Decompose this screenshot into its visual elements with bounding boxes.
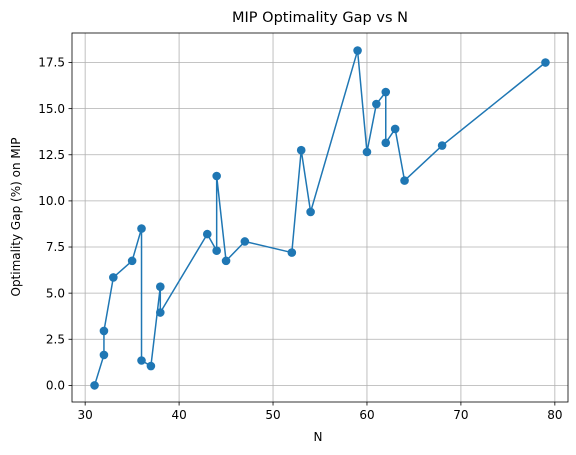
data-point (296, 145, 306, 155)
y-tick-label: 17.5 (38, 56, 65, 70)
x-tick-label: 60 (359, 408, 374, 422)
data-point (221, 256, 231, 266)
y-axis-label: Optimality Gap (%) on MIP (9, 138, 23, 297)
data-point (353, 46, 362, 55)
data-point (146, 361, 156, 371)
data-point (156, 282, 165, 291)
series-layer (90, 46, 550, 390)
series-line (93, 49, 546, 386)
data-point (109, 273, 118, 282)
plot-frame (71, 32, 569, 403)
x-axis-label: N (314, 430, 323, 444)
data-point (99, 350, 109, 360)
y-tick-label: 5.0 (46, 286, 65, 300)
data-point (156, 308, 165, 317)
x-tick-label: 70 (453, 408, 468, 422)
data-point (362, 147, 372, 157)
x-tick-label: 80 (547, 408, 562, 422)
y-axis-ticks: 0.0 2.5 5.0 7.5 10.0 12.5 15.0 17.5 (38, 56, 72, 393)
data-point (212, 171, 221, 181)
data-point (90, 381, 99, 390)
y-tick-label: 7.5 (46, 240, 65, 254)
data-point (287, 248, 297, 257)
data-point (127, 256, 137, 266)
data-point (137, 356, 146, 365)
data-point (306, 207, 315, 217)
data-point (212, 246, 221, 256)
x-tick-label: 40 (171, 408, 186, 422)
x-tick-label: 50 (265, 408, 280, 422)
y-tick-label: 15.0 (38, 102, 65, 116)
data-point (381, 87, 391, 97)
data-point (390, 124, 400, 134)
y-tick-label: 12.5 (38, 148, 65, 162)
chart-title: MIP Optimality Gap vs N (232, 10, 408, 26)
data-point (240, 237, 250, 246)
y-tick-label: 2.5 (46, 332, 65, 346)
data-point (202, 229, 212, 239)
data-point (372, 99, 381, 109)
data-point (400, 176, 409, 185)
data-point (99, 326, 109, 336)
data-point (437, 141, 447, 150)
y-tick-label: 10.0 (38, 194, 65, 208)
x-axis-ticks: 30 40 50 60 70 80 (78, 402, 562, 422)
data-point (381, 138, 391, 148)
data-point (541, 58, 550, 67)
x-tick-label: 30 (78, 408, 93, 422)
data-point (137, 224, 146, 233)
y-tick-label: 0.0 (46, 379, 65, 393)
grid (72, 33, 568, 402)
